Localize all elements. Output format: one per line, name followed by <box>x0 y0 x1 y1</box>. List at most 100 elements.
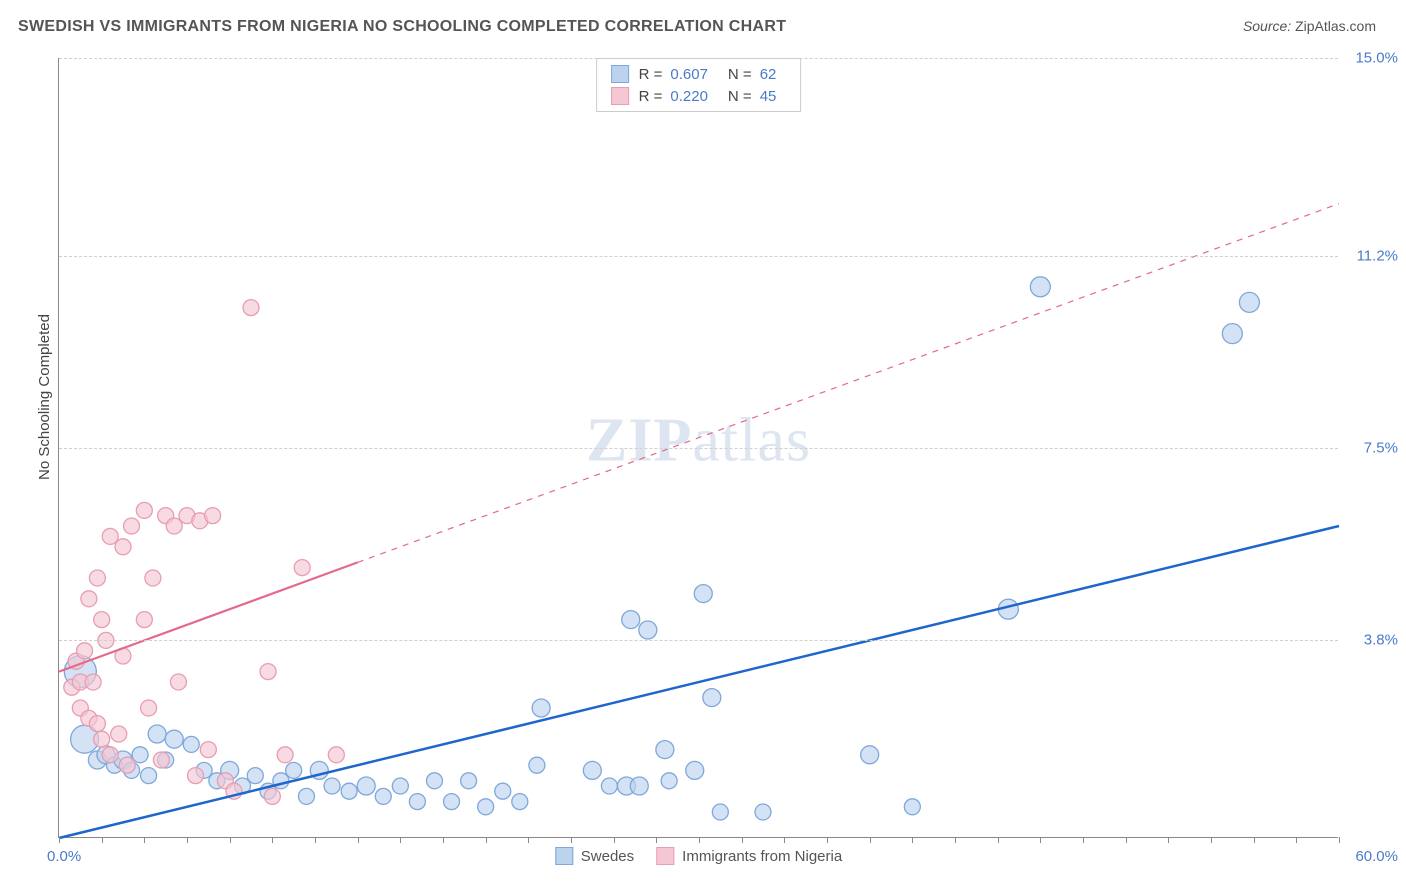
data-point <box>461 773 477 789</box>
chart-title: SWEDISH VS IMMIGRANTS FROM NIGERIA NO SC… <box>18 18 786 36</box>
x-tick <box>571 837 572 843</box>
data-point <box>145 570 161 586</box>
data-point <box>286 762 302 778</box>
data-point <box>444 794 460 810</box>
grid-line <box>59 640 1338 641</box>
x-tick <box>144 837 145 843</box>
data-point <box>861 746 879 764</box>
data-point <box>630 777 648 795</box>
data-point <box>495 783 511 799</box>
legend-n-value: 62 <box>760 66 777 83</box>
data-point <box>205 508 221 524</box>
trend-line <box>59 526 1339 838</box>
data-point <box>89 570 105 586</box>
x-tick <box>742 837 743 843</box>
data-point <box>141 768 157 784</box>
data-point <box>247 768 263 784</box>
data-point <box>294 560 310 576</box>
data-point <box>686 761 704 779</box>
x-tick <box>870 837 871 843</box>
legend-r-label: R = <box>639 66 663 83</box>
x-tick <box>699 837 700 843</box>
x-tick <box>443 837 444 843</box>
y-tick-label: 7.5% <box>1364 440 1398 457</box>
x-tick <box>230 837 231 843</box>
x-tick <box>614 837 615 843</box>
data-point <box>529 757 545 773</box>
data-point <box>755 804 771 820</box>
data-point <box>703 689 721 707</box>
chart-plot-area: ZIPatlas R =0.607N =62R =0.220N =45 0.0%… <box>58 58 1338 838</box>
data-point <box>141 700 157 716</box>
data-point <box>85 674 101 690</box>
data-point <box>102 747 118 763</box>
data-point <box>166 518 182 534</box>
legend-swatch <box>611 65 629 83</box>
data-point <box>277 747 293 763</box>
data-point <box>183 736 199 752</box>
x-tick <box>1296 837 1297 843</box>
legend-row: R =0.220N =45 <box>597 85 801 107</box>
x-tick <box>784 837 785 843</box>
legend-item: Swedes <box>555 847 634 865</box>
grid-line <box>59 256 1338 257</box>
x-tick <box>1126 837 1127 843</box>
legend-swatch <box>555 847 573 865</box>
data-point <box>136 612 152 628</box>
data-point <box>89 716 105 732</box>
x-tick <box>656 837 657 843</box>
legend-n-label: N = <box>728 88 752 105</box>
x-tick <box>272 837 273 843</box>
data-point <box>170 674 186 690</box>
data-point <box>77 643 93 659</box>
data-point <box>243 300 259 316</box>
x-tick <box>102 837 103 843</box>
y-tick-label: 11.2% <box>1357 247 1398 264</box>
x-tick <box>315 837 316 843</box>
x-tick <box>187 837 188 843</box>
data-point <box>392 778 408 794</box>
data-point <box>712 804 728 820</box>
data-point <box>81 591 97 607</box>
x-tick <box>1168 837 1169 843</box>
data-point <box>200 742 216 758</box>
x-tick <box>486 837 487 843</box>
data-point <box>694 585 712 603</box>
data-point <box>324 778 340 794</box>
y-axis-label: No Schooling Completed <box>36 314 53 480</box>
data-point <box>148 725 166 743</box>
correlation-legend: R =0.607N =62R =0.220N =45 <box>596 58 802 112</box>
x-tick <box>358 837 359 843</box>
data-point <box>601 778 617 794</box>
x-tick <box>1040 837 1041 843</box>
source-label: Source: <box>1243 18 1291 34</box>
data-point <box>512 794 528 810</box>
data-point <box>639 621 657 639</box>
data-point <box>661 773 677 789</box>
data-point <box>532 699 550 717</box>
x-tick <box>400 837 401 843</box>
x-axis-max-label: 60.0% <box>1355 848 1398 865</box>
data-point <box>1239 292 1259 312</box>
legend-swatch <box>656 847 674 865</box>
data-point <box>341 783 357 799</box>
x-tick <box>998 837 999 843</box>
data-point <box>94 731 110 747</box>
data-point <box>375 788 391 804</box>
data-point <box>111 726 127 742</box>
data-point <box>188 768 204 784</box>
legend-label: Immigrants from Nigeria <box>682 848 842 865</box>
data-point <box>409 794 425 810</box>
x-tick <box>955 837 956 843</box>
data-point <box>298 788 314 804</box>
data-point <box>478 799 494 815</box>
legend-item: Immigrants from Nigeria <box>656 847 842 865</box>
data-point <box>115 539 131 555</box>
legend-swatch <box>611 87 629 105</box>
x-tick <box>1339 837 1340 843</box>
data-point <box>583 761 601 779</box>
data-point <box>622 611 640 629</box>
x-tick <box>827 837 828 843</box>
x-tick <box>1254 837 1255 843</box>
data-point <box>124 518 140 534</box>
